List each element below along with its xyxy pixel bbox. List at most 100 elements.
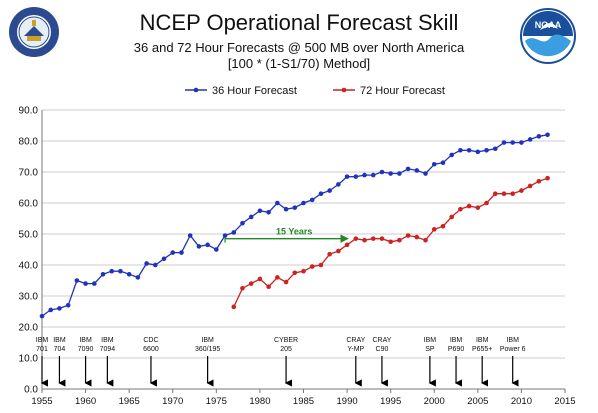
data-point xyxy=(309,197,315,203)
data-point xyxy=(39,313,45,319)
data-point xyxy=(545,132,550,138)
data-point xyxy=(344,174,350,179)
computer-label: IBM xyxy=(424,337,437,344)
data-point xyxy=(318,191,324,196)
data-point xyxy=(126,272,132,277)
data-point xyxy=(440,223,446,229)
data-point xyxy=(83,281,88,286)
data-point xyxy=(161,256,167,262)
data-point xyxy=(336,182,341,187)
data-point xyxy=(527,137,533,142)
data-point xyxy=(431,227,437,232)
computer-label: IBM xyxy=(101,337,114,344)
data-point xyxy=(466,148,472,153)
legend-label: 72 Hour Forecast xyxy=(360,85,445,97)
computer-label: SP xyxy=(425,346,435,353)
x-tick-label: 2015 xyxy=(554,396,575,407)
data-point xyxy=(414,168,420,173)
data-point xyxy=(458,148,463,153)
data-point xyxy=(170,250,176,255)
data-point xyxy=(362,237,367,243)
data-point xyxy=(100,272,106,277)
data-point xyxy=(240,220,245,226)
data-point xyxy=(144,261,149,266)
data-point xyxy=(135,275,141,280)
data-point xyxy=(275,275,280,280)
computer-label: CRAY xyxy=(372,337,391,344)
data-point xyxy=(74,278,80,283)
x-tick-label: 1975 xyxy=(206,396,227,407)
annotation-label: 15 Years xyxy=(276,227,312,237)
data-point xyxy=(118,268,123,274)
chart-method: [100 * (1-S1/70) Method] xyxy=(227,56,371,71)
computer-label: IBM xyxy=(476,337,489,344)
y-tick-label: 80.0 xyxy=(19,137,39,148)
computer-label: IBM xyxy=(450,337,463,344)
series-line xyxy=(41,134,548,317)
computer-label: 704 xyxy=(54,346,66,353)
data-point xyxy=(231,230,237,235)
data-point xyxy=(510,191,515,196)
data-point xyxy=(449,214,454,220)
chart-subtitle: 36 and 72 Hour Forecasts @ 500 MB over N… xyxy=(133,40,465,55)
computer-label: IBM xyxy=(506,337,519,344)
data-point xyxy=(257,276,263,282)
computer-label: Power 6 xyxy=(500,346,526,353)
data-point xyxy=(48,307,54,313)
data-point xyxy=(179,250,184,255)
computer-label: P655+ xyxy=(472,346,492,353)
data-point xyxy=(327,251,332,257)
data-point xyxy=(283,206,289,212)
computer-label: P690 xyxy=(448,346,464,353)
data-point xyxy=(309,264,315,269)
data-point xyxy=(519,188,524,193)
data-point xyxy=(214,247,219,252)
data-point xyxy=(327,188,332,193)
y-tick-label: 90.0 xyxy=(19,106,39,117)
data-point xyxy=(275,200,280,206)
data-point xyxy=(440,160,446,165)
data-point xyxy=(510,140,515,145)
data-point xyxy=(466,203,472,209)
data-point xyxy=(370,236,376,241)
data-point xyxy=(423,171,428,176)
data-point xyxy=(414,234,420,240)
data-point xyxy=(65,303,71,308)
data-point xyxy=(353,236,359,241)
data-point xyxy=(292,270,298,276)
y-tick-label: 50.0 xyxy=(19,230,39,241)
data-point xyxy=(205,242,210,248)
x-tick-label: 1955 xyxy=(31,396,52,407)
computer-label: IBM xyxy=(201,337,214,344)
y-tick-label: 70.0 xyxy=(19,168,39,179)
data-point xyxy=(196,244,202,249)
data-point xyxy=(423,237,428,243)
computer-label: IBM xyxy=(79,337,92,344)
data-point xyxy=(484,148,489,153)
computer-label: 701 xyxy=(36,346,48,353)
data-point xyxy=(405,166,411,172)
chart-title: NCEP Operational Forecast Skill xyxy=(139,10,459,35)
data-point xyxy=(475,149,481,155)
computer-label: CYBER xyxy=(274,337,298,344)
computer-label: Y-MP xyxy=(347,346,364,353)
x-tick-label: 2000 xyxy=(424,396,445,407)
noaa-logo-text: NOAA xyxy=(535,20,562,30)
x-tick-label: 1995 xyxy=(380,396,401,407)
data-point xyxy=(336,248,341,254)
x-tick-label: 1960 xyxy=(75,396,96,407)
x-tick-label: 2005 xyxy=(467,396,488,407)
data-point xyxy=(362,172,367,178)
data-point xyxy=(283,279,289,285)
data-point xyxy=(484,200,489,206)
data-point xyxy=(501,140,507,145)
computer-label: CRAY xyxy=(346,337,365,344)
data-point xyxy=(492,146,498,152)
x-tick-label: 1985 xyxy=(293,396,314,407)
y-tick-label: 20.0 xyxy=(19,323,39,334)
y-tick-label: 60.0 xyxy=(19,199,39,210)
computer-label: IBM xyxy=(36,337,49,344)
data-point xyxy=(266,284,271,290)
data-point xyxy=(431,161,437,167)
